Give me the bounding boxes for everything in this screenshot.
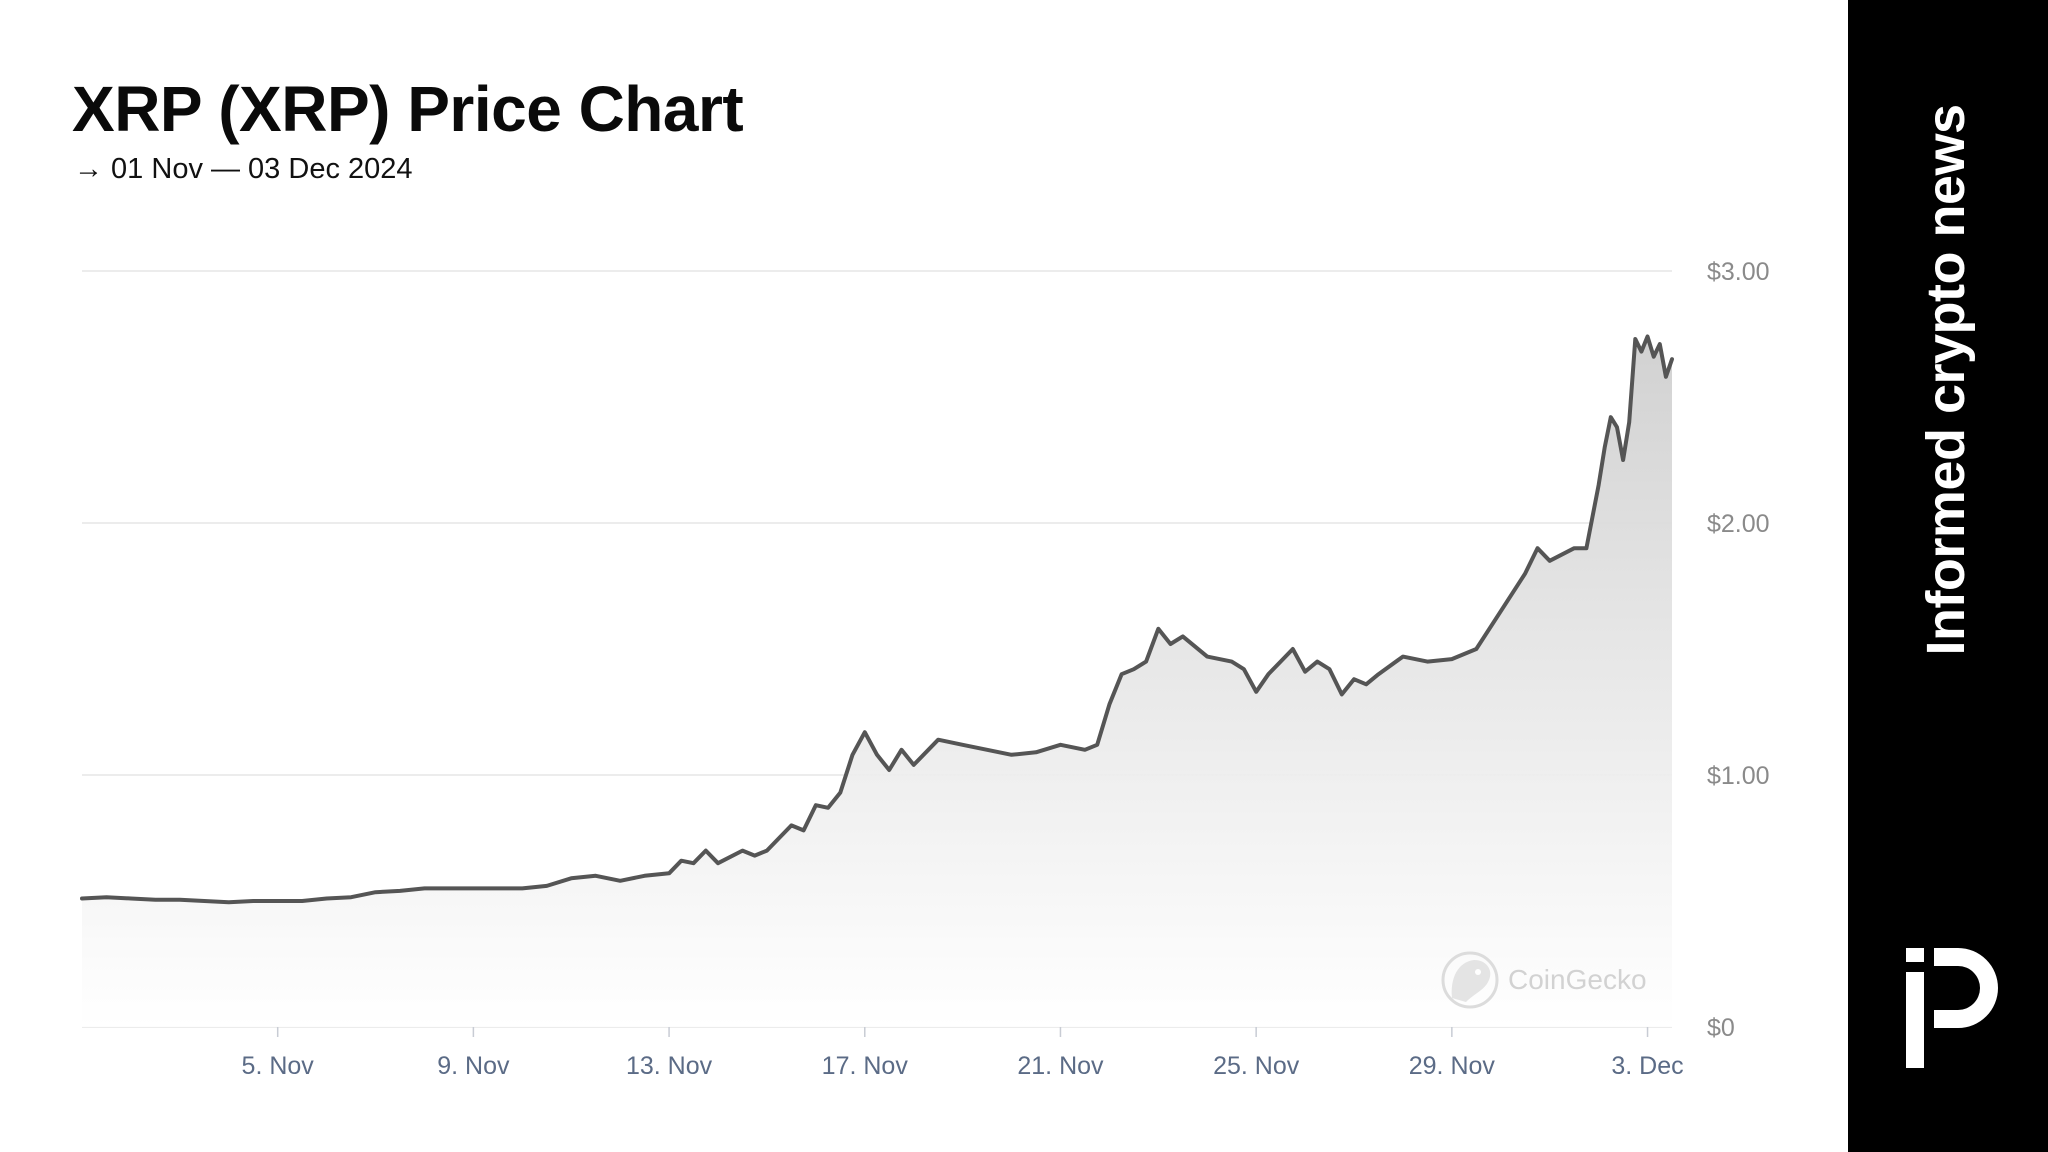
x-tick-label: 17. Nov <box>822 1052 909 1080</box>
page-title: XRP (XRP) Price Chart <box>72 73 744 145</box>
y-tick-label: $3.00 <box>1707 258 1770 286</box>
watermark-label: CoinGecko <box>1508 964 1647 995</box>
price-line-layer <box>80 334 1674 905</box>
price-area <box>82 336 1672 1027</box>
y-tick-label: $0 <box>1707 1014 1735 1042</box>
y-tick-label: $2.00 <box>1707 510 1770 538</box>
x-tick-label: 9. Nov <box>437 1052 510 1080</box>
x-tick-label: 3. Dec <box>1611 1052 1683 1080</box>
y-axis: $0 $1.00 $2.00 $3.00 <box>1707 258 1770 1042</box>
x-tick-label: 5. Nov <box>242 1052 315 1080</box>
x-tick-label: 13. Nov <box>626 1052 713 1080</box>
x-tick-label: 25. Nov <box>1213 1052 1300 1080</box>
sidebar-tagline: Informed crypto news <box>1916 104 1976 656</box>
y-tick-label: $1.00 <box>1707 762 1770 790</box>
price-chart: $0 $1.00 $2.00 $3.00 5. Nov 9. Nov 13. Nov 17.… <box>80 258 1770 1080</box>
date-range-subtitle: → 01 Nov — 03 Dec 2024 <box>74 153 413 185</box>
x-axis: 5. Nov 9. Nov 13. Nov 17. Nov 21. Nov 25. Nov… <box>242 1027 1684 1080</box>
price-line <box>80 334 1674 905</box>
x-tick-label: 21. Nov <box>1017 1052 1104 1080</box>
price-area-layer <box>82 336 1672 1027</box>
gecko-icon <box>1441 951 1499 1009</box>
brand-logo-icon <box>1906 948 1998 1068</box>
coingecko-watermark: CoinGecko <box>1441 951 1647 1009</box>
x-tick-label: 29. Nov <box>1409 1052 1496 1080</box>
